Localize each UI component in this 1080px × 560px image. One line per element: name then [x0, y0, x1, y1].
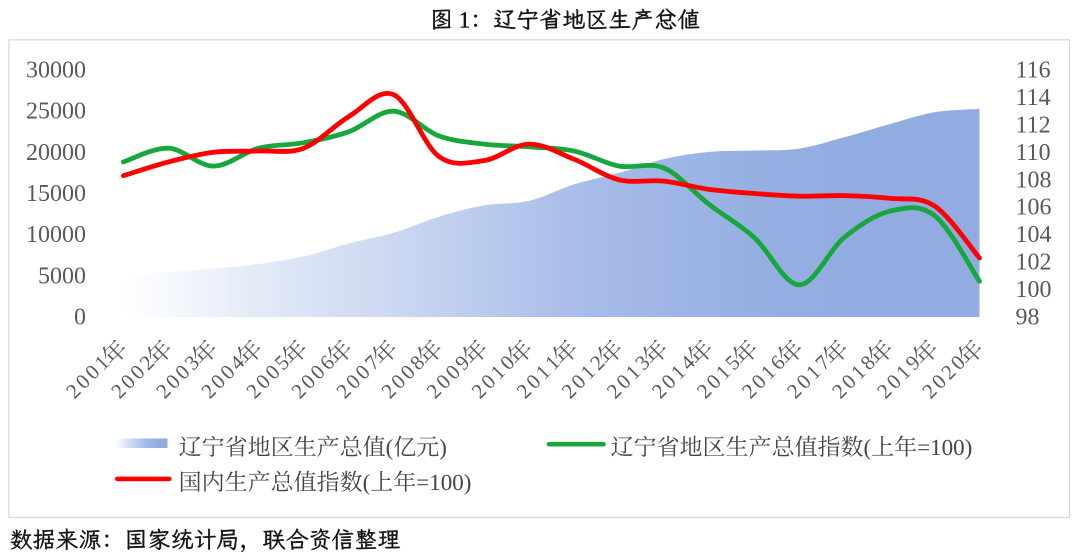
- svg-text:100: 100: [1016, 277, 1052, 303]
- svg-text:10000: 10000: [26, 222, 86, 248]
- svg-text:15000: 15000: [26, 181, 86, 207]
- svg-text:110: 110: [1016, 140, 1051, 166]
- svg-text:104: 104: [1016, 222, 1052, 248]
- svg-text:108: 108: [1016, 167, 1052, 193]
- svg-text:30000: 30000: [26, 58, 86, 84]
- svg-text:112: 112: [1016, 112, 1051, 138]
- svg-text:0: 0: [74, 305, 86, 331]
- svg-text:20000: 20000: [26, 140, 86, 166]
- svg-text:114: 114: [1016, 85, 1051, 111]
- svg-text:98: 98: [1016, 305, 1040, 331]
- svg-text:102: 102: [1016, 250, 1052, 276]
- svg-text:106: 106: [1016, 195, 1052, 221]
- svg-text:116: 116: [1016, 58, 1051, 84]
- svg-text:25000: 25000: [26, 99, 86, 125]
- svg-text:5000: 5000: [38, 263, 86, 289]
